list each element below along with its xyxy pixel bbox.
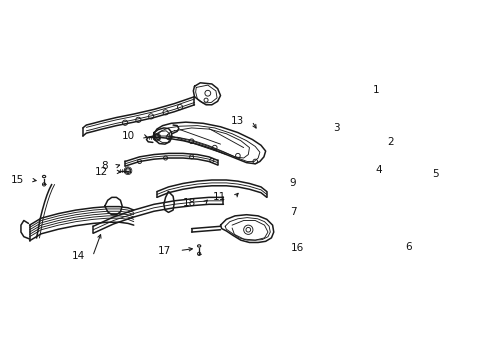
- Text: 16: 16: [291, 243, 304, 253]
- Text: 10: 10: [122, 131, 135, 141]
- Text: 5: 5: [433, 169, 439, 179]
- Text: 7: 7: [290, 207, 297, 217]
- Text: 13: 13: [230, 116, 244, 126]
- Text: 15: 15: [11, 175, 24, 185]
- Text: 17: 17: [158, 246, 172, 256]
- Text: 1: 1: [372, 85, 379, 95]
- Text: 6: 6: [405, 242, 412, 252]
- Text: 8: 8: [101, 161, 108, 171]
- Text: 18: 18: [183, 198, 196, 208]
- Text: 14: 14: [72, 251, 85, 261]
- Text: 2: 2: [388, 137, 394, 147]
- Text: 11: 11: [213, 192, 226, 202]
- Text: 4: 4: [376, 165, 383, 175]
- Text: 3: 3: [333, 123, 340, 133]
- Text: 12: 12: [95, 167, 108, 177]
- Text: 9: 9: [289, 178, 296, 188]
